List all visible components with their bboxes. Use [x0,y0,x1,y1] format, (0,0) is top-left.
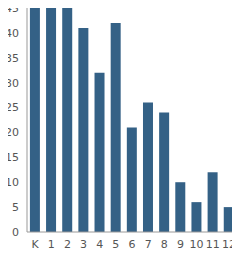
svg-text:45: 45 [8,8,19,15]
svg-text:0: 0 [12,226,19,239]
svg-text:20: 20 [8,126,19,139]
svg-text:11: 11 [206,238,220,251]
svg-text:6: 6 [129,238,136,251]
svg-text:K: K [31,238,39,251]
svg-text:3: 3 [80,238,87,251]
svg-text:30: 30 [8,77,19,90]
svg-text:12: 12 [222,238,232,251]
svg-text:7: 7 [145,238,152,251]
svg-text:9: 9 [177,238,184,251]
svg-text:35: 35 [8,52,19,65]
svg-text:5: 5 [112,238,119,251]
svg-text:8: 8 [161,238,168,251]
svg-text:25: 25 [8,101,19,114]
svg-text:10: 10 [190,238,204,251]
svg-text:10: 10 [8,176,19,189]
svg-text:15: 15 [8,151,19,164]
svg-text:40: 40 [8,27,19,40]
svg-text:1: 1 [48,238,55,251]
svg-text:4: 4 [96,238,103,251]
svg-text:2: 2 [64,238,71,251]
svg-text:5: 5 [12,201,19,214]
